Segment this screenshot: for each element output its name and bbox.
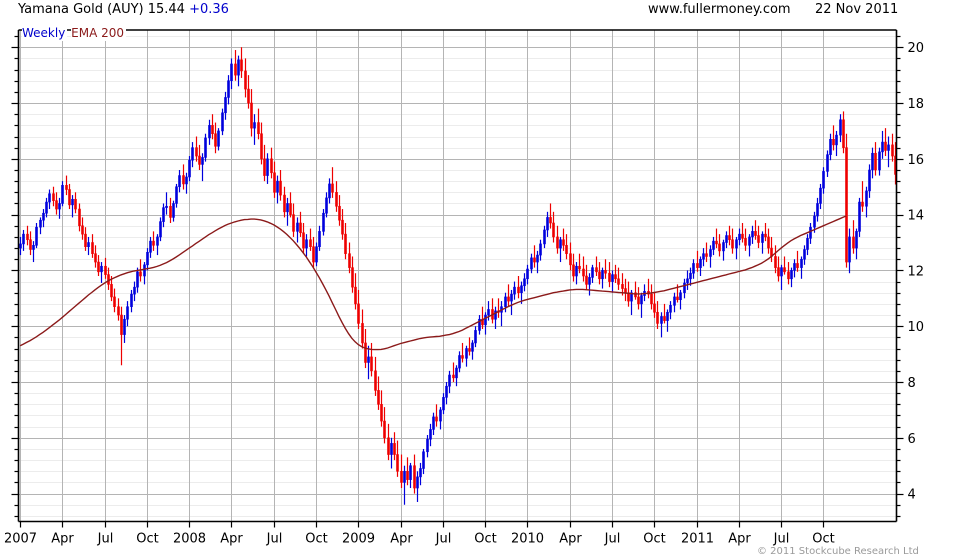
ema-200-line [19,215,847,351]
copyright-credit: © 2011 Stockcube Research Ltd [757,546,919,557]
y-axis-tick-label: 6 [908,432,916,447]
x-axis-tick-label: Oct [136,532,158,547]
x-axis-tick-label: 2010 [511,532,544,547]
axis-frame [17,29,898,523]
price-change-label: +0.36 [189,2,229,17]
y-axis-tick-label: 10 [908,320,925,335]
x-axis-tick-label: Apr [220,532,243,547]
x-axis-ticks [19,521,825,528]
y-axis-ticks [11,35,904,518]
y-axis-tick-label: 18 [908,97,925,112]
grid-minor-lines [18,36,897,517]
x-axis-tick-label: Jul [266,532,283,547]
x-axis-tick-label: Oct [474,532,496,547]
candlestick-series [19,47,897,505]
x-axis-tick-label: 2009 [342,532,375,547]
x-axis-tick-label: 2008 [173,532,206,547]
y-axis-tick-label: 20 [908,41,925,56]
y-axis-tick-label: 16 [908,153,925,168]
grid-vertical-lines [20,30,824,522]
x-axis-tick-label: 2007 [4,532,37,547]
x-axis-tick-label: Apr [728,532,751,547]
y-axis-tick-label: 4 [908,488,916,503]
y-axis-tick-label: 8 [908,376,916,391]
x-axis-tick-label: Apr [559,532,582,547]
chart-title: Yamana Gold (AUY) 15.44 +0.36 [18,2,229,17]
x-axis-tick-label: Oct [643,532,665,547]
x-axis-tick-label: 2011 [681,532,714,547]
legend-overlay-ema: EMA 200 [71,26,127,41]
x-axis-tick-label: Jul [97,532,114,547]
x-axis-labels: 2007 Apr Jul Oct 2008 Apr Jul Oct 2009 Apr Jul Oct 2… [4,532,835,547]
quote-date-label: 22 Nov 2011 [815,2,899,17]
grid-major-lines [18,47,897,495]
y-axis-labels: 4 6 8 10 12 14 16 18 20 [908,41,925,502]
x-axis-tick-label: Apr [51,532,74,547]
x-axis-tick-label: Jul [773,532,790,547]
chart-legend: Weekly EMA 200 [22,26,127,41]
x-axis-tick-label: Jul [435,532,452,547]
x-axis-tick-label: Apr [390,532,413,547]
instrument-label: Yamana Gold (AUY) 15.44 [18,2,185,17]
y-axis-tick-label: 14 [908,209,925,224]
x-axis-tick-label: Jul [604,532,621,547]
x-axis-tick-label: Oct [812,532,834,547]
legend-series-weekly: Weekly [22,26,68,41]
x-axis-tick-label: Oct [305,532,327,547]
site-url-label: www.fullermoney.com [648,2,791,17]
y-axis-tick-label: 12 [908,264,925,279]
